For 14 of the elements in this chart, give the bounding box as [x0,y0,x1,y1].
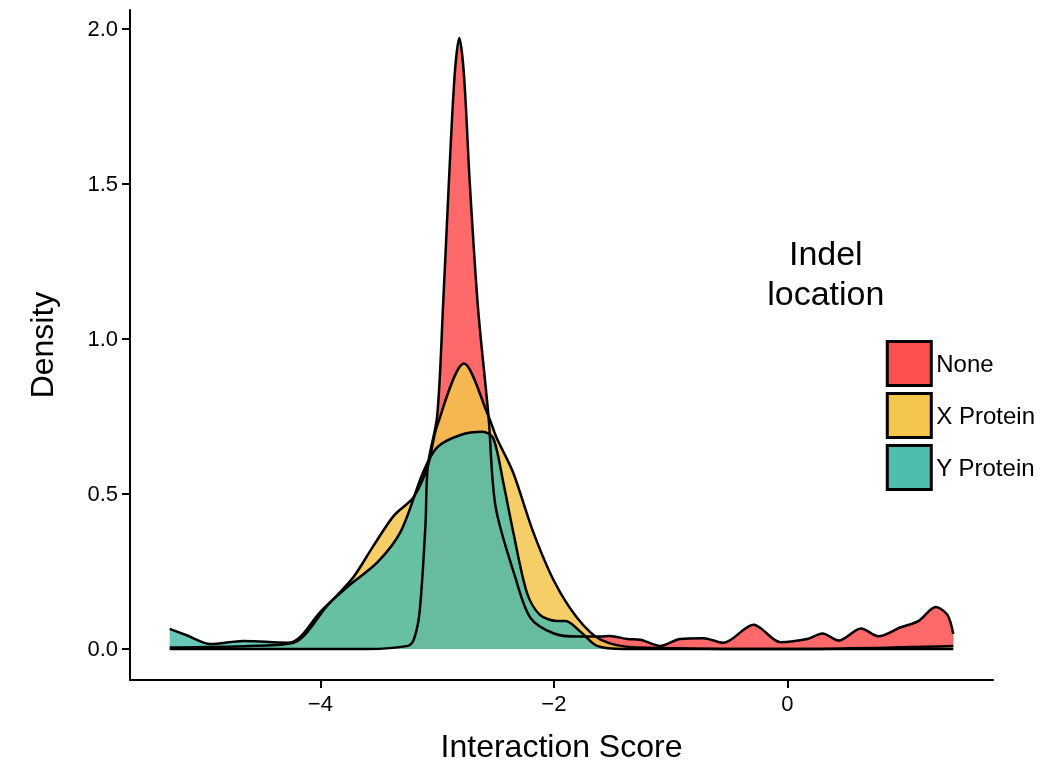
legend-label: Y Protein [936,454,1035,481]
y-tick-label: 0.5 [87,481,118,507]
legend-label: X Protein [936,402,1035,429]
legend-label: None [936,350,994,377]
x-tick-label: 0 [781,690,794,716]
x-tick-label: −2 [541,690,567,716]
y-tick-label: 1.5 [87,171,118,197]
legend-title: Indel location [767,234,885,312]
y-tick-label: 2.0 [87,16,118,42]
x-axis-title: Interaction Score [440,728,683,764]
y-tick-label: 1.0 [87,326,118,352]
y-axis-title: Density [24,291,60,399]
y-tick-label: 0.0 [87,636,118,662]
x-tick-label: −4 [307,690,333,716]
